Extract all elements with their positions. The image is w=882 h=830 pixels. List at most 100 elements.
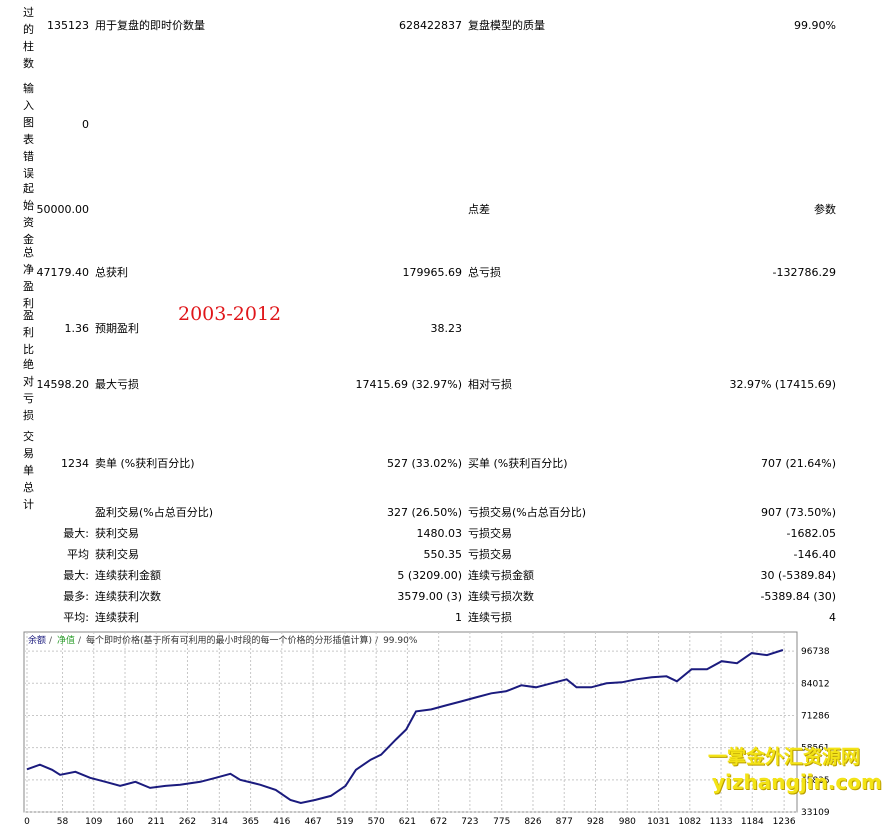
- row-value: 1.36: [64, 322, 90, 335]
- row-value-2: 1: [455, 611, 462, 624]
- legend-description: 每个即时价格(基于所有可利用的最小时段的每一个价格的分形插值计算): [86, 634, 372, 646]
- row-label: 盈利比: [23, 309, 34, 356]
- row-label: 总净盈利: [23, 246, 34, 310]
- row-label-2: 连续获利: [95, 611, 139, 624]
- x-tick-label: 672: [430, 817, 447, 827]
- x-tick-label: 416: [273, 817, 290, 827]
- row-value: 50000.00: [36, 203, 90, 216]
- x-tick-label: 109: [85, 817, 102, 827]
- row-label: 输入图表错误: [23, 82, 34, 180]
- row-label: 测试过的柱数: [23, 0, 34, 70]
- row-value-3: -146.40: [793, 548, 836, 561]
- row-value-3: 参数: [814, 203, 836, 216]
- row-value-3: 99.90%: [794, 19, 836, 32]
- row-value-3: -1682.05: [786, 527, 836, 540]
- row-value: 最大:: [63, 569, 89, 582]
- row-label-3: 复盘模型的质量: [468, 19, 545, 32]
- row-label: 绝对亏损: [23, 358, 34, 422]
- row-value-2: 327 (26.50%): [386, 506, 462, 519]
- row-label-3: 亏损交易: [468, 527, 512, 540]
- row-value: 47179.40: [36, 266, 90, 279]
- x-tick-label: 1082: [678, 817, 701, 827]
- legend-separator: /: [375, 636, 379, 646]
- row-value-2: 17415.69 (32.97%): [355, 378, 462, 391]
- row-label-3: 总亏损: [468, 266, 501, 279]
- row-label-3: 亏损交易: [468, 548, 512, 561]
- row-label-2: 卖单 (%获利百分比): [95, 457, 195, 470]
- row-value-2: 550.35: [423, 548, 463, 561]
- x-tick-label: 519: [336, 817, 353, 827]
- row-label-2: 连续获利金额: [95, 569, 161, 582]
- y-tick-label: 45835: [801, 776, 830, 786]
- balance-line: [26, 649, 784, 805]
- row-value-2: 1480.03: [416, 527, 463, 540]
- legend-quality: 99.90%: [383, 636, 418, 646]
- x-tick-label: 1236: [773, 817, 796, 827]
- legend-separator: /: [78, 636, 82, 646]
- x-tick-label: 0: [24, 817, 30, 827]
- x-tick-label: 826: [524, 817, 541, 827]
- legend-equity: 净值: [57, 634, 75, 646]
- x-tick-label: 570: [368, 817, 385, 827]
- legend-balance: 余额: [28, 634, 46, 646]
- row-value-2: 179965.69: [402, 266, 463, 279]
- row-label: 起始资金: [23, 182, 34, 246]
- x-tick-label: 723: [461, 817, 478, 827]
- x-tick-label: 1133: [710, 817, 733, 827]
- row-label-3: 买单 (%获利百分比): [468, 457, 568, 470]
- row-value: 1234: [61, 457, 89, 470]
- row-value: 平均:: [63, 611, 89, 624]
- row-value-3: 30 (-5389.84): [760, 569, 836, 582]
- x-tick-label: 1184: [741, 817, 764, 827]
- x-tick-label: 621: [399, 817, 416, 827]
- row-value-3: -5389.84 (30): [760, 590, 836, 603]
- row-value: 最多:: [63, 590, 89, 603]
- row-value: 14598.20: [36, 378, 90, 391]
- y-tick-label: 58561: [801, 744, 830, 754]
- x-tick-label: 314: [211, 817, 228, 827]
- period-annotation: 2003-2012: [178, 303, 282, 325]
- x-tick-label: 1031: [647, 817, 670, 827]
- x-tick-label: 262: [179, 817, 196, 827]
- y-tick-label: 33109: [801, 808, 830, 818]
- row-value: 平均: [67, 548, 89, 561]
- row-value-3: -132786.29: [772, 266, 836, 279]
- x-tick-label: 365: [242, 817, 259, 827]
- x-tick-label: 467: [304, 817, 321, 827]
- row-value-3: 707 (21.64%): [760, 457, 836, 470]
- row-value-2: 5 (3209.00): [397, 569, 462, 582]
- row-value: 最大:: [63, 527, 89, 540]
- y-tick-label: 71286: [801, 711, 830, 721]
- row-label-3: 连续亏损次数: [468, 590, 534, 603]
- row-label-2: 最大亏损: [95, 378, 139, 391]
- row-label-2: 获利交易: [95, 527, 139, 540]
- row-label-3: 连续亏损金额: [468, 569, 534, 582]
- x-tick-label: 211: [148, 817, 165, 827]
- row-label-3: 连续亏损: [468, 611, 512, 624]
- row-value: 0: [82, 118, 89, 131]
- x-tick-label: 58: [57, 817, 69, 827]
- y-tick-label: 84012: [801, 679, 830, 689]
- row-label-3: 点差: [468, 203, 490, 216]
- row-value-3: 4: [829, 611, 836, 624]
- x-tick-label: 775: [493, 817, 510, 827]
- row-value-2: 628422837: [399, 19, 462, 32]
- row-label-2: 盈利交易(%占总百分比): [95, 506, 214, 519]
- row-label-2: 总获利: [95, 266, 128, 279]
- row-label-2: 预期盈利: [95, 322, 139, 335]
- row-value-2: 527 (33.02%): [386, 457, 462, 470]
- y-tick-label: 96738: [801, 647, 830, 657]
- row-label-3: 相对亏损: [468, 378, 512, 391]
- row-label: 交易单总计: [23, 430, 34, 511]
- row-value: 135123: [47, 19, 89, 32]
- row-value-2: 3579.00 (3): [397, 590, 462, 603]
- x-tick-label: 928: [587, 817, 604, 827]
- row-label-2: 连续获利次数: [95, 590, 161, 603]
- watermark-name: 一掌金外汇资源网: [708, 746, 861, 768]
- watermark-url: yizhangjin.com: [712, 770, 882, 794]
- row-label-3: 亏损交易(%占总百分比): [468, 506, 587, 519]
- row-value-2: 38.23: [430, 322, 463, 335]
- x-tick-label: 160: [116, 817, 133, 827]
- row-value-3: 907 (73.50%): [760, 506, 836, 519]
